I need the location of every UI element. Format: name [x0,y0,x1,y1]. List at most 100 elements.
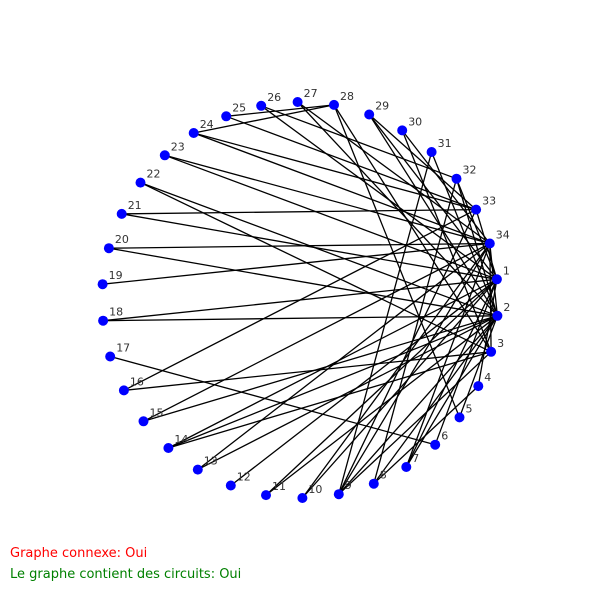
vertex-label-23: 23 [171,140,185,153]
labels-layer: 1234567891011121314151617181920212223242… [109,87,511,496]
vertex-label-8: 8 [380,469,387,482]
vertex-label-28: 28 [340,90,354,103]
edge-4-1 [477,279,498,387]
vertex-label-2: 2 [503,301,510,314]
edge-24-28 [193,104,335,134]
edge-9-31 [338,151,433,495]
vertex-label-7: 7 [412,452,419,465]
vertex-label-30: 30 [408,115,422,128]
vertex-label-13: 13 [204,455,218,468]
vertex-label-33: 33 [482,195,496,208]
vertex-label-32: 32 [463,164,477,177]
vertex-label-15: 15 [150,406,164,419]
edge-25-33 [225,115,477,211]
vertex-24 [188,128,199,138]
vertex-label-26: 26 [267,91,281,104]
vertex-label-16: 16 [130,375,144,388]
vertex-33 [471,204,482,215]
vertex-label-27: 27 [304,87,318,100]
edge-13-2 [197,315,498,471]
vertex-25 [221,111,232,122]
edge-26-1 [260,105,498,280]
edge-7-1 [405,279,498,468]
edge-9-34 [338,243,491,495]
edge-26-32 [260,105,457,180]
edge-9-2 [338,315,498,495]
edge-16-3 [123,351,492,392]
vertex-label-34: 34 [496,229,510,242]
vertex-10 [297,493,308,503]
vertex-19 [97,279,108,290]
edge-23-1 [164,154,498,280]
edge-21-33 [121,208,477,215]
edge-7-2 [405,315,498,468]
edge-12-1 [230,278,498,487]
vertex-22 [135,177,146,188]
vertex-6 [430,439,441,450]
vertex-5 [454,412,465,423]
vertex-15 [138,416,149,427]
edge-11-1 [265,278,498,496]
nodes-layer [97,97,503,503]
vertex-20 [103,243,114,254]
edge-27-2 [297,101,498,317]
edge-6-1 [434,279,498,445]
vertex-2 [492,310,503,321]
edge-20-2 [108,247,498,317]
edge-22-2 [140,181,498,317]
vertex-17 [105,351,116,362]
edge-29-2 [368,114,498,317]
vertex-label-24: 24 [200,118,214,131]
vertex-16 [118,385,129,396]
vertex-label-12: 12 [237,471,251,484]
edge-14-2 [168,315,498,449]
vertex-11 [261,490,271,501]
edge-22-3 [140,182,492,353]
edge-23-34 [164,154,490,245]
edge-1-32 [455,178,498,280]
edge-29-1 [368,114,498,280]
edge-18-2 [103,315,498,322]
edge-8-32 [373,178,458,484]
edge-28-5 [333,104,461,418]
vertex-26 [256,100,267,111]
edge-29-33 [368,114,477,211]
vertex-29 [364,109,375,120]
vertex-label-6: 6 [441,430,448,443]
vertex-label-10: 10 [308,483,322,496]
vertex-label-14: 14 [174,433,188,446]
circuits-status: Le graphe contient des circuits: Oui [10,567,242,582]
vertex-label-18: 18 [109,306,123,319]
edge-20-34 [108,242,490,249]
vertex-label-17: 17 [116,342,130,355]
vertex-label-21: 21 [128,199,142,212]
vertex-32 [451,173,462,184]
vertex-3 [486,346,497,357]
vertex-28 [329,99,339,110]
edge-16-33 [123,209,477,391]
edge-8-2 [373,315,498,485]
connectivity-status: Graphe connexe: Oui [10,546,148,561]
edge-9-3 [338,351,492,495]
edge-14-3 [168,351,492,449]
vertex-14 [163,443,174,453]
vertex-12 [225,480,236,491]
edge-7-34 [405,243,491,468]
vertex-13 [192,464,203,475]
vertex-label-29: 29 [375,100,389,113]
edges-layer [102,101,499,499]
vertex-30 [397,125,408,136]
vertex-18 [98,315,109,326]
vertex-label-1: 1 [503,264,510,277]
vertex-9 [333,489,344,500]
vertex-label-5: 5 [466,402,473,415]
edge-14-1 [168,278,498,449]
edge-30-3 [401,130,492,353]
edge-17-6 [110,355,436,446]
vertex-label-11: 11 [272,480,286,493]
vertex-31 [426,147,437,157]
vertex-1 [491,274,502,285]
vertex-label-3: 3 [497,337,504,350]
vertex-label-19: 19 [109,269,123,282]
